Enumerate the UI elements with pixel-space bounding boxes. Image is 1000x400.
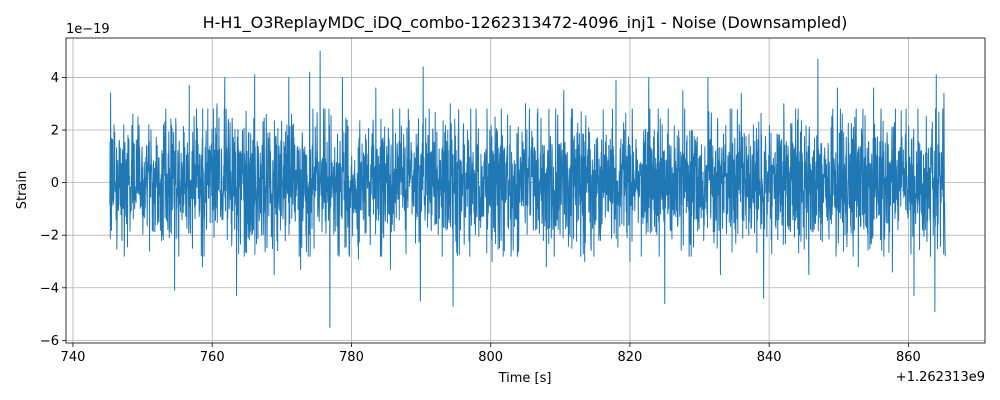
y-tick-label: 4 <box>51 71 59 86</box>
y-tick-label: −2 <box>40 229 59 244</box>
y-axis-exponent: 1e−19 <box>66 22 110 37</box>
y-tick-label: 0 <box>51 176 59 191</box>
ticks: 740 760 780 800 820 840 860 −6 −4 −2 0 2 4 <box>40 71 921 365</box>
y-tick-label: −4 <box>40 281 59 296</box>
x-tick-label: 860 <box>896 350 921 365</box>
chart-title: H-H1_O3ReplayMDC_iDQ_combo-1262313472-40… <box>203 13 848 33</box>
x-axis-label: Time [s] <box>498 371 552 386</box>
y-tick-label: 2 <box>51 124 59 139</box>
x-tick-label: 740 <box>61 350 86 365</box>
x-tick-label: 760 <box>200 350 225 365</box>
y-tick-label: −6 <box>40 334 59 349</box>
series-layer <box>109 50 946 328</box>
x-axis-offset: +1.262313e9 <box>896 370 985 385</box>
x-tick-label: 800 <box>478 350 503 365</box>
series-line <box>109 50 946 328</box>
x-tick-label: 820 <box>618 350 643 365</box>
y-axis-label: Strain <box>15 171 30 210</box>
x-tick-label: 780 <box>339 350 364 365</box>
plot-frame <box>65 37 986 344</box>
x-tick-label: 840 <box>757 350 782 365</box>
